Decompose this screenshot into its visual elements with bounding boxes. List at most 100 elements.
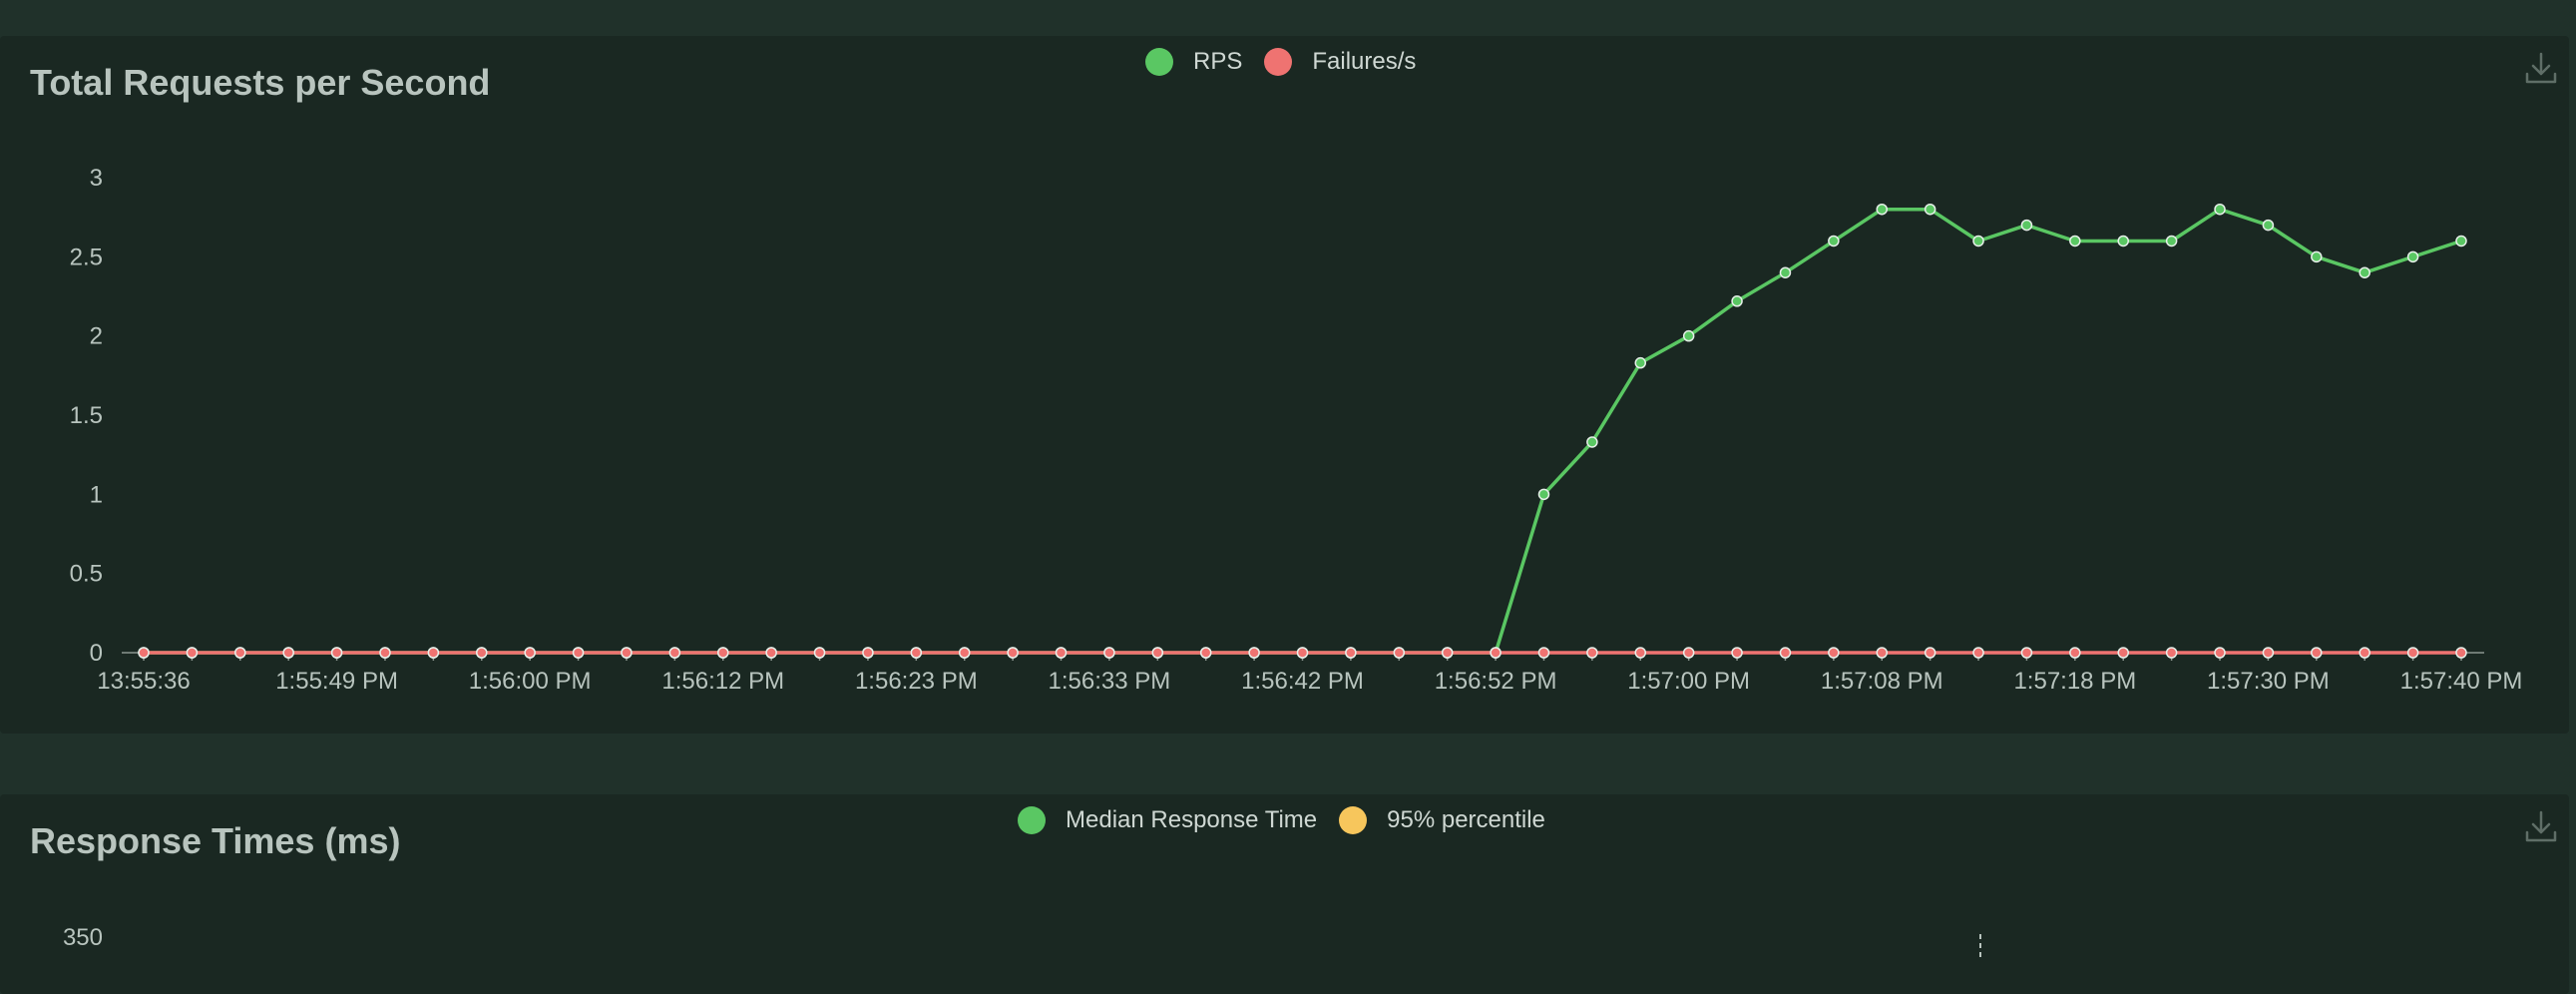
data-point (1296, 647, 1309, 659)
y-tick-label: 0.5 (70, 561, 103, 588)
data-point (330, 647, 343, 659)
data-point (1537, 488, 1550, 501)
data-point (2311, 250, 2323, 263)
data-point (2359, 266, 2370, 278)
y-tick-label: 1.5 (70, 402, 103, 429)
download-icon[interactable] (2523, 808, 2559, 844)
data-point (2311, 647, 2323, 659)
rps-x-axis-labels: 13:55:36 1:55:49 PM 1:56:00 PM 1:56:12 PM 1:… (97, 668, 2522, 695)
data-point (813, 647, 826, 659)
data-point (2406, 250, 2419, 263)
legend-label-p95: 95% percentile (1387, 806, 1545, 833)
data-point (1682, 329, 1695, 342)
data-point (2214, 647, 2226, 659)
y-tick-label: 1 (90, 481, 103, 508)
legend-dot-failures (1264, 48, 1293, 76)
legend-label-rps: RPS (1193, 48, 1243, 75)
data-point (1393, 647, 1406, 659)
data-point (1876, 647, 1888, 659)
data-point (1634, 356, 1647, 369)
y-tick-label: 2.5 (70, 244, 103, 270)
rps-line-chart: 0 0.5 1 1.5 2 2.5 3 13:55:36 1:55:49 PM 1:56:00 … (70, 165, 2523, 695)
x-tick-label: 1:55:49 PM (275, 668, 398, 695)
data-point (1972, 235, 1984, 248)
data-point (186, 647, 199, 659)
data-point (765, 647, 777, 659)
data-point (1490, 647, 1502, 659)
x-tick-label: 1:56:00 PM (469, 668, 592, 695)
data-point (1682, 647, 1695, 659)
data-point (2406, 647, 2419, 659)
data-point (1586, 647, 1598, 659)
rps-y-axis-labels: 0 0.5 1 1.5 2 2.5 3 (70, 165, 103, 667)
data-point (1828, 647, 1840, 659)
data-point (1055, 647, 1068, 659)
data-point (958, 647, 971, 659)
data-point (1586, 436, 1598, 448)
data-point (138, 647, 150, 659)
data-point (1731, 295, 1743, 307)
x-tick-label: 1:56:23 PM (855, 668, 978, 695)
legend-item-rps[interactable]: RPS (1145, 48, 1242, 76)
legend-label-median: Median Response Time (1066, 806, 1318, 833)
series-rps (138, 203, 2467, 659)
legend-item-failures[interactable]: Failures/s (1264, 48, 1416, 76)
data-point (427, 647, 440, 659)
x-tick-label: 1:57:18 PM (2013, 668, 2136, 695)
data-point (1537, 647, 1550, 659)
data-point (668, 647, 681, 659)
x-tick-label: 13:55:36 (97, 668, 190, 695)
rps-chart-legend: RPS Failures/s (1145, 48, 1438, 76)
legend-label-failures: Failures/s (1312, 48, 1417, 75)
data-point (1634, 647, 1647, 659)
data-point (1924, 647, 1936, 659)
data-point (2165, 647, 2178, 659)
legend-dot-median (1018, 806, 1046, 834)
data-point (476, 647, 488, 659)
response-times-chart-title: Response Times (ms) (30, 820, 401, 861)
data-point (2455, 235, 2467, 248)
data-point (621, 647, 633, 659)
data-point (1007, 647, 1019, 659)
legend-dot-rps (1145, 48, 1173, 76)
data-point (524, 647, 536, 659)
data-point (1103, 647, 1115, 659)
data-point (1828, 235, 1840, 248)
data-point (2117, 647, 2129, 659)
data-point (234, 647, 246, 659)
y-tick-label: 350 (63, 924, 103, 951)
data-point (2020, 219, 2033, 232)
x-tick-label: 1:56:12 PM (661, 668, 784, 695)
data-point (2262, 219, 2275, 232)
data-point (2117, 235, 2129, 248)
data-point (910, 647, 923, 659)
series-line (144, 207, 2462, 655)
y-tick-label: 3 (90, 165, 103, 192)
data-point (379, 647, 391, 659)
data-point (1345, 647, 1357, 659)
data-point (2455, 647, 2467, 659)
data-point (1248, 647, 1260, 659)
x-tick-label: 1:57:00 PM (1627, 668, 1750, 695)
legend-item-median[interactable]: Median Response Time (1018, 806, 1317, 834)
data-point (2214, 203, 2226, 216)
data-point (2262, 647, 2275, 659)
data-point (1972, 647, 1984, 659)
download-icon[interactable] (2523, 50, 2559, 86)
data-point (2069, 647, 2081, 659)
x-tick-label: 1:57:40 PM (2400, 668, 2523, 695)
data-point (1199, 647, 1212, 659)
data-point (1441, 647, 1454, 659)
x-tick-label: 1:57:30 PM (2207, 668, 2330, 695)
legend-item-p95[interactable]: 95% percentile (1339, 806, 1545, 834)
y-tick-label: 2 (90, 323, 103, 350)
data-point (1151, 647, 1164, 659)
data-point (2020, 647, 2033, 659)
data-point (1924, 203, 1936, 216)
response-times-chart-panel: Response Times (ms) Median Response Time… (0, 794, 2569, 994)
series-failures (138, 647, 2467, 659)
data-point (1731, 647, 1743, 659)
data-point (2359, 647, 2370, 659)
data-point (2165, 235, 2178, 248)
rps-chart-title: Total Requests per Second (30, 62, 491, 103)
